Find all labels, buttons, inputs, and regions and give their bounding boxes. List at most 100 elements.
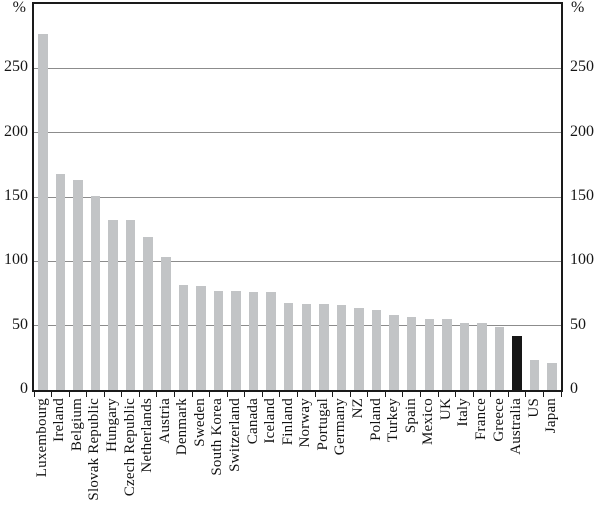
bar-france bbox=[477, 323, 487, 390]
y-tick-left-150: 150 bbox=[4, 187, 28, 204]
bar-turkey bbox=[389, 315, 399, 390]
x-label-germany: Germany bbox=[332, 398, 349, 456]
x-label-canada: Canada bbox=[244, 398, 261, 445]
x-label-greece: Greece bbox=[490, 398, 507, 442]
bar-uk bbox=[442, 319, 452, 390]
bar-luxembourg bbox=[38, 33, 48, 390]
x-label-slovak-republic: Slovak Republic bbox=[86, 398, 103, 501]
x-label-iceland: Iceland bbox=[262, 398, 279, 444]
bar-japan bbox=[547, 362, 557, 390]
x-axis-tick bbox=[103, 392, 105, 397]
x-axis-tick bbox=[542, 392, 544, 397]
x-label-south-korea: South Korea bbox=[209, 398, 226, 476]
x-label-us: US bbox=[525, 398, 542, 418]
bar-mexico bbox=[424, 319, 434, 390]
y-tick-right-150: 150 bbox=[570, 187, 594, 204]
x-label-ireland: Ireland bbox=[51, 398, 68, 442]
gridline-100 bbox=[34, 260, 561, 262]
gridline-150 bbox=[34, 196, 561, 198]
y-tick-right-200: 200 bbox=[570, 122, 594, 140]
gridline-250 bbox=[34, 67, 561, 69]
x-axis-tick bbox=[209, 392, 211, 397]
x-axis-tick bbox=[244, 392, 246, 397]
bar-south-korea bbox=[213, 290, 224, 390]
x-axis-tick bbox=[472, 392, 474, 397]
bar-czech-republic bbox=[125, 220, 136, 390]
gridline-200 bbox=[34, 132, 561, 134]
bar-iceland bbox=[266, 292, 276, 390]
y-tick-left-50: 50 bbox=[12, 315, 28, 333]
x-label-norway: Norway bbox=[297, 398, 314, 448]
x-axis-tick bbox=[174, 392, 176, 397]
x-label-portugal: Portugal bbox=[314, 398, 331, 451]
bar-denmark bbox=[178, 284, 189, 390]
bar-greece bbox=[494, 326, 505, 390]
x-axis-tick bbox=[68, 392, 70, 397]
bar-ireland bbox=[55, 173, 66, 390]
x-axis-tick bbox=[419, 392, 421, 397]
x-axis-tick bbox=[455, 392, 457, 397]
gridline-50 bbox=[34, 325, 561, 327]
x-label-belgium: Belgium bbox=[68, 398, 85, 452]
bar-italy bbox=[459, 323, 470, 390]
bar-netherlands bbox=[143, 236, 153, 390]
x-axis-tick bbox=[226, 392, 228, 397]
y-tick-left-100: 100 bbox=[4, 251, 28, 269]
bar-belgium bbox=[73, 180, 83, 390]
x-label-hungary: Hungary bbox=[104, 398, 121, 452]
bar-norway bbox=[301, 303, 312, 390]
x-label-sweden: Sweden bbox=[191, 398, 208, 447]
y-axis-unit-left: % bbox=[12, 0, 26, 16]
y-axis-unit-right: % bbox=[571, 0, 585, 16]
x-axis-tick bbox=[507, 392, 509, 397]
plot-area bbox=[32, 2, 563, 392]
x-axis-tick bbox=[349, 392, 351, 397]
x-axis-tick bbox=[261, 392, 263, 397]
x-axis-tick bbox=[33, 392, 35, 397]
x-label-czech-republic: Czech Republic bbox=[121, 398, 138, 497]
x-axis-tick bbox=[525, 392, 527, 397]
bar-nz bbox=[354, 307, 364, 390]
bar-us bbox=[529, 360, 540, 390]
x-label-australia: Australia bbox=[508, 398, 525, 455]
bar-finland bbox=[283, 302, 294, 390]
x-axis-tick bbox=[332, 392, 334, 397]
x-label-mexico: Mexico bbox=[420, 398, 437, 446]
bar-slovak-republic bbox=[90, 195, 101, 390]
y-tick-right-250: 250 bbox=[570, 58, 594, 76]
bar-canada bbox=[248, 292, 259, 390]
bar-hungary bbox=[108, 220, 118, 390]
bar-austria bbox=[161, 257, 171, 390]
x-axis-tick bbox=[402, 392, 404, 397]
x-label-luxembourg: Luxembourg bbox=[33, 398, 50, 478]
x-label-denmark: Denmark bbox=[174, 398, 191, 456]
x-axis-tick bbox=[279, 392, 281, 397]
x-axis-tick bbox=[490, 392, 492, 397]
y-tick-right-50: 50 bbox=[570, 315, 586, 333]
x-label-austria: Austria bbox=[156, 398, 173, 444]
x-label-spain: Spain bbox=[402, 398, 419, 434]
x-axis-tick bbox=[560, 392, 562, 397]
y-tick-left-200: 200 bbox=[4, 122, 28, 140]
x-axis-tick bbox=[437, 392, 439, 397]
x-label-finland: Finland bbox=[279, 398, 296, 446]
x-label-italy: Italy bbox=[455, 398, 472, 427]
bar-germany bbox=[336, 305, 347, 390]
y-tick-right-100: 100 bbox=[570, 251, 594, 269]
bar-portugal bbox=[319, 303, 329, 390]
x-label-poland: Poland bbox=[367, 398, 384, 441]
y-tick-left-0: 0 bbox=[20, 380, 28, 397]
bar-sweden bbox=[196, 285, 206, 390]
y-tick-left-250: 250 bbox=[4, 58, 28, 76]
bar-australia bbox=[512, 335, 522, 390]
x-axis-tick bbox=[367, 392, 369, 397]
x-label-uk: UK bbox=[437, 398, 454, 421]
x-axis-tick bbox=[86, 392, 88, 397]
x-label-turkey: Turkey bbox=[385, 398, 402, 442]
x-axis-tick bbox=[121, 392, 123, 397]
x-axis-tick bbox=[384, 392, 386, 397]
x-label-netherlands: Netherlands bbox=[139, 398, 156, 473]
x-axis-tick bbox=[297, 392, 298, 397]
x-label-switzerland: Switzerland bbox=[227, 398, 244, 472]
bar-spain bbox=[406, 316, 417, 390]
